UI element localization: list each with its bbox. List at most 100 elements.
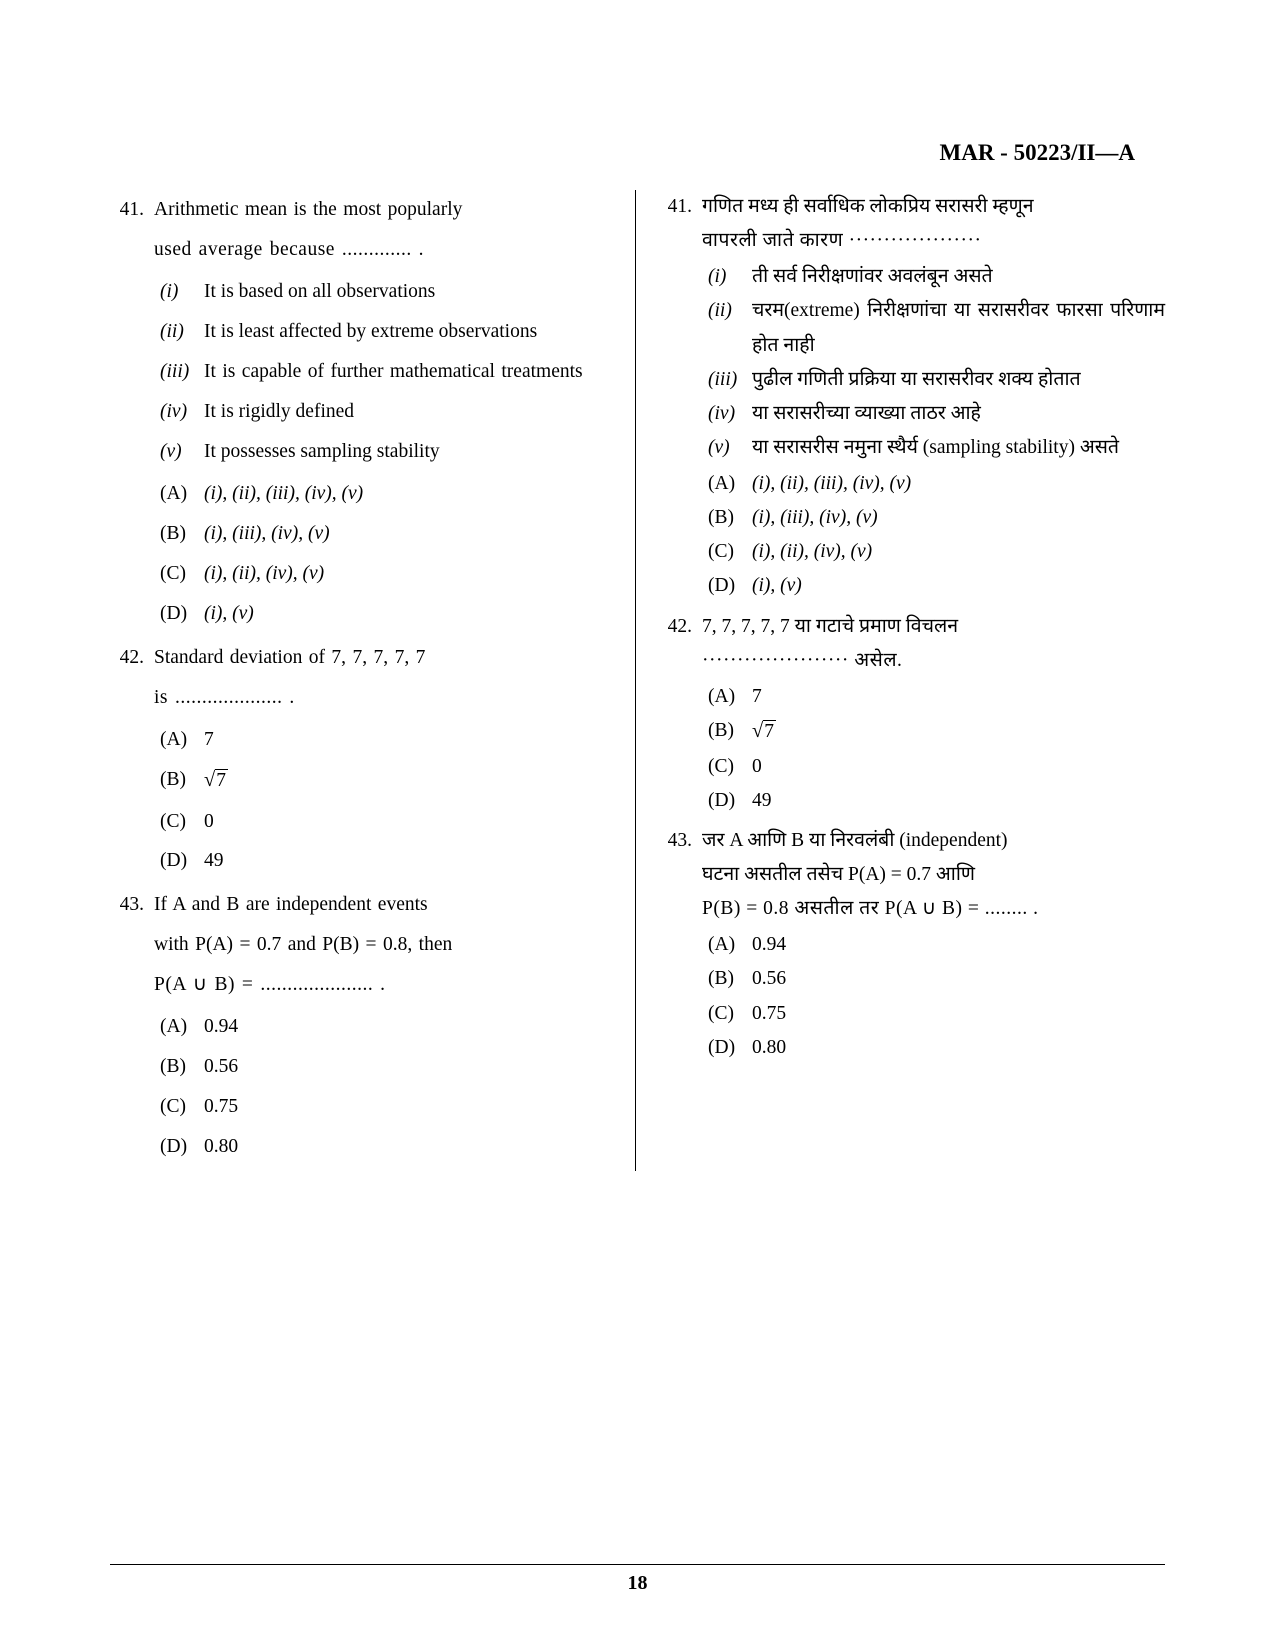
option-label: (C) xyxy=(702,997,752,1031)
qtext-line: is .................... . xyxy=(154,687,295,708)
question-number: 41. xyxy=(658,190,702,604)
qtext-line: गणित मध्य ही सर्वाधिक लोकप्रिय सरासरी म्… xyxy=(702,196,1034,217)
option-label: (A) xyxy=(702,680,752,714)
option-label: (D) xyxy=(154,594,204,634)
option-label: (B) xyxy=(702,501,752,535)
question-number: 43. xyxy=(110,885,154,1167)
option-text: 0.56 xyxy=(752,962,1165,996)
option-label: (A) xyxy=(702,928,752,962)
question-body: जर A आणि B या निरवलंबी (independent) घटन… xyxy=(702,824,1165,1065)
question-text: If A and B are independent events with P… xyxy=(154,885,617,1005)
option-label: (B) xyxy=(702,962,752,996)
sqrt-symbol: √ xyxy=(204,769,215,791)
option-text: 0.75 xyxy=(204,1087,617,1127)
roman-text: It is rigidly defined xyxy=(204,392,617,432)
question-text: गणित मध्य ही सर्वाधिक लोकप्रिय सरासरी म्… xyxy=(702,190,1165,258)
question-43-mr: 43. जर A आणि B या निरवलंबी (independent)… xyxy=(658,824,1165,1065)
option-d: (D)0.80 xyxy=(154,1127,617,1167)
question-number: 43. xyxy=(658,824,702,1065)
question-text: जर A आणि B या निरवलंबी (independent) घटन… xyxy=(702,824,1165,926)
roman-item: (iii)पुढील गणिती प्रक्रिया या सरासरीवर श… xyxy=(702,363,1165,397)
roman-text: या सरासरीच्या व्याख्या ताठर आहे xyxy=(752,397,1165,431)
option-text: √7 xyxy=(752,714,1165,750)
roman-item: (v)या सरासरीस नमुना स्थैर्य (sampling st… xyxy=(702,431,1165,465)
option-a: (A)(i), (ii), (iii), (iv), (v) xyxy=(702,467,1165,501)
options: (A)0.94 (B)0.56 (C)0.75 (D)0.80 xyxy=(702,928,1165,1065)
roman-label: (iv) xyxy=(154,392,204,432)
qtext-line: वापरली जाते कारण ··················· xyxy=(702,230,981,251)
option-text: 0 xyxy=(204,802,617,842)
option-text: 49 xyxy=(752,784,1165,818)
option-label: (A) xyxy=(154,720,204,760)
option-text: 0.80 xyxy=(752,1031,1165,1065)
question-41-mr: 41. गणित मध्य ही सर्वाधिक लोकप्रिय सरासर… xyxy=(658,190,1165,604)
option-a: (A)7 xyxy=(154,720,617,760)
option-c: (C)0.75 xyxy=(702,997,1165,1031)
roman-item: (iv)या सरासरीच्या व्याख्या ताठर आहे xyxy=(702,397,1165,431)
roman-text: It possesses sampling stability xyxy=(204,432,617,472)
roman-item: (v)It possesses sampling stability xyxy=(154,432,617,472)
qtext-line: Arithmetic mean is the most popularly xyxy=(154,199,462,220)
option-label: (A) xyxy=(702,467,752,501)
roman-item: (iv)It is rigidly defined xyxy=(154,392,617,432)
question-body: If A and B are independent events with P… xyxy=(154,885,617,1167)
question-body: गणित मध्य ही सर्वाधिक लोकप्रिय सरासरी म्… xyxy=(702,190,1165,604)
option-c: (C)(i), (ii), (iv), (v) xyxy=(702,535,1165,569)
question-body: 7, 7, 7, 7, 7 या गटाचे प्रमाण विचलन ····… xyxy=(702,610,1165,818)
option-label: (B) xyxy=(154,760,204,802)
exam-code: MAR - 50223/II—A xyxy=(940,140,1136,166)
option-c: (C)0 xyxy=(702,750,1165,784)
option-label: (D) xyxy=(702,569,752,603)
option-label: (D) xyxy=(702,1031,752,1065)
option-b: (B)0.56 xyxy=(154,1047,617,1087)
option-b: (B)√7 xyxy=(154,760,617,802)
roman-list: (i)ती सर्व निरीक्षणांवर अवलंबून असते (ii… xyxy=(702,260,1165,465)
option-d: (D)49 xyxy=(154,841,617,881)
option-d: (D)0.80 xyxy=(702,1031,1165,1065)
qtext-line: जर A आणि B या निरवलंबी (independent) xyxy=(702,830,1008,851)
roman-label: (iv) xyxy=(702,397,752,431)
option-label: (A) xyxy=(154,1007,204,1047)
option-text: (i), (ii), (iii), (iv), (v) xyxy=(204,474,617,514)
option-text: (i), (v) xyxy=(204,594,617,634)
question-43-en: 43. If A and B are independent events wi… xyxy=(110,885,617,1167)
options: (A)7 (B)√7 (C)0 (D)49 xyxy=(702,680,1165,818)
option-text: 0.94 xyxy=(204,1007,617,1047)
content-area: 41. Arithmetic mean is the most popularl… xyxy=(110,190,1165,1171)
options: (A)0.94 (B)0.56 (C)0.75 (D)0.80 xyxy=(154,1007,617,1167)
roman-text: ती सर्व निरीक्षणांवर अवलंबून असते xyxy=(752,260,1165,294)
qtext-line: 7, 7, 7, 7, 7 या गटाचे प्रमाण विचलन xyxy=(702,616,958,637)
roman-text: It is least affected by extreme observat… xyxy=(204,312,617,352)
roman-item: (ii)चरम(extreme) निरीक्षणांचा या सरासरीव… xyxy=(702,294,1165,362)
question-text: 7, 7, 7, 7, 7 या गटाचे प्रमाण विचलन ····… xyxy=(702,610,1165,678)
option-c: (C)0 xyxy=(154,802,617,842)
qtext-line: घटना असतील तसेच P(A) = 0.7 आणि xyxy=(702,864,975,885)
roman-text: पुढील गणिती प्रक्रिया या सरासरीवर शक्य ह… xyxy=(752,363,1165,397)
option-d: (D)(i), (v) xyxy=(702,569,1165,603)
question-number: 42. xyxy=(110,638,154,882)
option-text: (i), (ii), (iii), (iv), (v) xyxy=(752,467,1165,501)
option-b: (B)(i), (iii), (iv), (v) xyxy=(702,501,1165,535)
option-label: (D) xyxy=(702,784,752,818)
roman-label: (v) xyxy=(154,432,204,472)
sqrt-arg: 7 xyxy=(763,720,776,742)
question-42-mr: 42. 7, 7, 7, 7, 7 या गटाचे प्रमाण विचलन … xyxy=(658,610,1165,818)
roman-label: (iii) xyxy=(702,363,752,397)
qtext-line: If A and B are independent events xyxy=(154,894,428,915)
qtext-line: P(A ∪ B) = ..................... . xyxy=(154,974,386,995)
qtext-line: P(B) = 0.8 असतील तर P(A ∪ B) = ........ … xyxy=(702,898,1039,919)
roman-text: It is based on all observations xyxy=(204,272,617,312)
option-label: (D) xyxy=(154,1127,204,1167)
roman-label: (ii) xyxy=(154,312,204,352)
roman-list: (i)It is based on all observations (ii)I… xyxy=(154,272,617,472)
roman-item: (ii)It is least affected by extreme obse… xyxy=(154,312,617,352)
roman-label: (i) xyxy=(154,272,204,312)
qtext-line: with P(A) = 0.7 and P(B) = 0.8, then xyxy=(154,934,452,955)
options: (A)(i), (ii), (iii), (iv), (v) (B)(i), (… xyxy=(702,467,1165,604)
option-text: 49 xyxy=(204,841,617,881)
options: (A)7 (B)√7 (C)0 (D)49 xyxy=(154,720,617,882)
option-c: (C)(i), (ii), (iv), (v) xyxy=(154,554,617,594)
option-label: (C) xyxy=(702,750,752,784)
option-text: 7 xyxy=(752,680,1165,714)
option-text: (i), (ii), (iv), (v) xyxy=(204,554,617,594)
